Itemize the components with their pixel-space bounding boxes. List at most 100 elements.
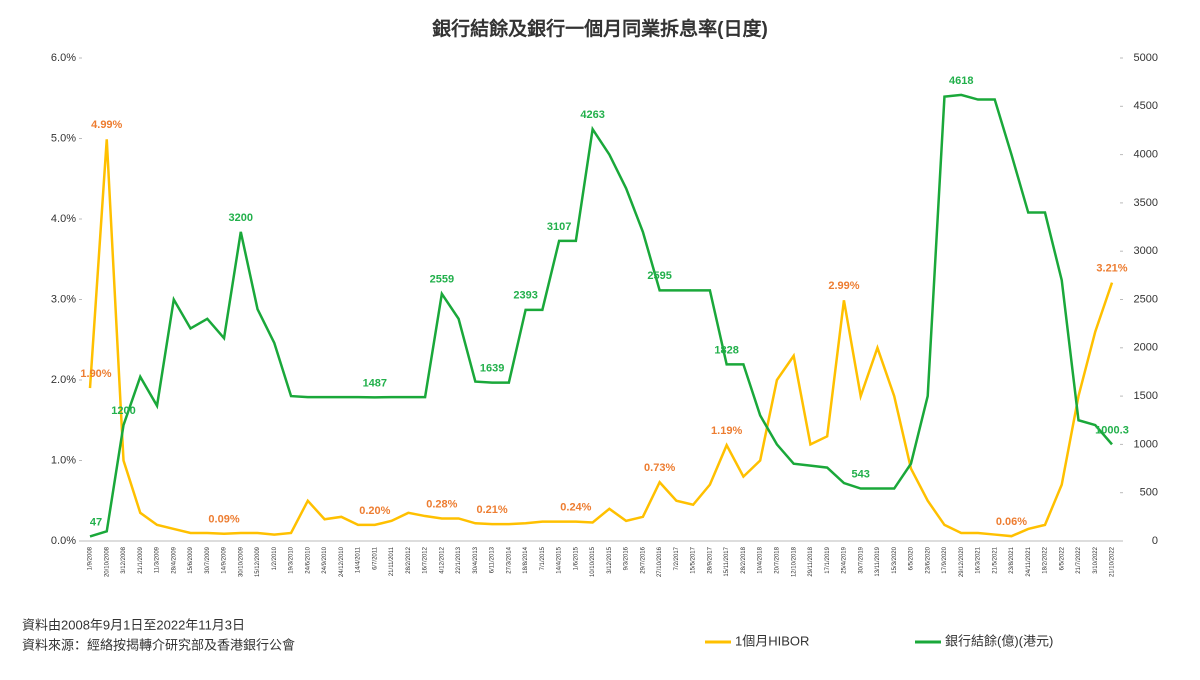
x-tick-label: 1/6/2015 — [573, 546, 579, 570]
x-tick-label: 7/1/2015 — [540, 546, 546, 570]
data-label: 4263 — [580, 109, 604, 121]
x-tick-label: 28/2/2012 — [406, 546, 412, 573]
data-label: 2595 — [647, 270, 671, 282]
x-tick-label: 15/11/2017 — [724, 546, 730, 576]
y2-tick-label: 2500 — [1134, 293, 1158, 305]
x-tick-label: 3/12/2015 — [607, 546, 613, 573]
x-tick-label: 7/2/2017 — [674, 546, 680, 570]
y-tick-label: 6.0% — [51, 52, 76, 64]
x-tick-label: 15/5/2017 — [691, 546, 697, 573]
x-tick-label: 4/12/2012 — [439, 546, 445, 573]
y2-tick-label: 3500 — [1134, 197, 1158, 209]
x-tick-label: 21/7/2022 — [1076, 546, 1082, 573]
x-tick-label: 17/9/2020 — [942, 546, 948, 573]
x-tick-label: 30/10/2009 — [238, 546, 244, 577]
x-tick-label: 1/9/2008 — [88, 546, 94, 570]
x-tick-label: 18/2/2022 — [1043, 546, 1049, 573]
x-tick-label: 6/5/2022 — [1059, 546, 1065, 570]
y2-tick-label: 1500 — [1134, 390, 1158, 402]
x-tick-label: 29/12/2020 — [959, 546, 965, 577]
x-tick-label: 30/7/2009 — [205, 546, 211, 573]
x-tick-label: 14/4/2015 — [557, 546, 563, 573]
x-tick-label: 14/4/2011 — [356, 546, 362, 573]
x-tick-label: 9/3/2016 — [624, 546, 630, 570]
x-tick-label: 21/5/2021 — [992, 546, 998, 573]
y-tick-label: 2.0% — [51, 374, 76, 386]
x-tick-label: 24/12/2010 — [339, 546, 345, 577]
x-tick-label: 29/7/2016 — [640, 546, 646, 573]
y-tick-label: 0.0% — [51, 535, 76, 547]
y-tick-label: 3.0% — [51, 293, 76, 305]
data-label: 3200 — [229, 212, 253, 224]
data-label: 1.19% — [711, 425, 742, 437]
y2-tick-label: 3000 — [1134, 245, 1158, 257]
data-label: 1639 — [480, 363, 504, 375]
x-tick-label: 16/3/2021 — [976, 546, 982, 573]
series-line — [88, 139, 1114, 538]
x-tick-label: 15/3/2020 — [892, 546, 898, 573]
x-tick-label: 10/4/2018 — [758, 546, 764, 573]
x-tick-label: 11/3/2009 — [155, 546, 161, 573]
note: 資料來源：經絡按揭轉介研究部及香港銀行公會 — [22, 637, 295, 652]
x-tick-label: 29/11/2018 — [808, 546, 814, 576]
y2-tick-label: 2000 — [1134, 342, 1158, 354]
y-tick-label: 1.0% — [51, 454, 76, 466]
x-tick-label: 27/3/2014 — [506, 546, 512, 573]
legend-label: 銀行結餘(億)(港元) — [945, 633, 1053, 648]
data-label: 0.09% — [208, 514, 239, 526]
x-tick-label: 10/10/2015 — [590, 546, 596, 577]
x-tick-label: 16/7/2012 — [423, 546, 429, 573]
legend-label: 1個月HIBOR — [735, 633, 809, 648]
note: 資料由2008年9月1日至2022年11月3日 — [22, 617, 245, 632]
data-label: 0.21% — [476, 504, 507, 516]
data-label: 1200 — [111, 405, 135, 417]
x-tick-label: 20/10/2008 — [104, 546, 110, 577]
x-tick-label: 3/10/2022 — [1093, 546, 1099, 573]
x-tick-label: 1/2/2010 — [272, 546, 278, 570]
x-tick-label: 27/10/2016 — [657, 546, 663, 577]
x-tick-label: 24/6/2010 — [305, 546, 311, 573]
data-label: 0.20% — [359, 505, 390, 517]
y2-tick-label: 1000 — [1134, 438, 1158, 450]
x-tick-label: 21/10/2022 — [1110, 546, 1116, 577]
x-tick-label: 22/1/2013 — [456, 546, 462, 573]
data-label: 543 — [852, 468, 870, 480]
x-tick-label: 21/1/2009 — [138, 546, 144, 573]
x-tick-label: 3/12/2008 — [121, 546, 127, 573]
x-tick-label: 19/3/2010 — [289, 546, 295, 573]
x-tick-label: 20/7/2018 — [774, 546, 780, 573]
x-tick-label: 21/11/2011 — [389, 546, 395, 576]
x-tick-label: 17/1/2019 — [825, 546, 831, 573]
x-tick-label: 30/4/2013 — [473, 546, 479, 573]
y2-tick-label: 5000 — [1134, 52, 1158, 64]
data-label: 4.99% — [91, 119, 122, 131]
data-label: 2393 — [513, 290, 537, 302]
data-label: 3107 — [547, 221, 571, 233]
x-tick-label: 14/9/2009 — [222, 546, 228, 573]
data-label: 3.21% — [1096, 263, 1127, 275]
x-tick-label: 15/12/2009 — [255, 546, 261, 577]
data-label: 4618 — [949, 75, 973, 87]
data-label: 2.99% — [828, 280, 859, 292]
y-tick-label: 4.0% — [51, 213, 76, 225]
y2-tick-label: 500 — [1140, 487, 1158, 499]
y2-tick-label: 4000 — [1134, 149, 1158, 161]
y2-tick-label: 4500 — [1134, 100, 1158, 112]
data-label: 1.90% — [80, 368, 111, 380]
series-line — [89, 93, 1113, 538]
x-tick-label: 23/8/2021 — [1009, 546, 1015, 573]
x-tick-label: 18/8/2014 — [523, 546, 529, 573]
data-label: 0.28% — [426, 498, 457, 510]
x-tick-label: 6/7/2011 — [372, 546, 378, 570]
data-label: 0.24% — [560, 502, 591, 514]
y2-tick-label: 0 — [1152, 535, 1158, 547]
x-tick-label: 28/2/2018 — [741, 546, 747, 573]
data-label: 1487 — [363, 377, 387, 389]
x-tick-label: 23/6/2020 — [925, 546, 931, 573]
x-tick-label: 24/9/2010 — [322, 546, 328, 573]
x-tick-label: 6/5/2020 — [909, 546, 915, 570]
chart-title: 銀行結餘及銀行一個月同業拆息率(日度) — [432, 17, 768, 40]
x-tick-label: 12/10/2018 — [791, 546, 797, 577]
data-label: 0.73% — [644, 462, 675, 474]
